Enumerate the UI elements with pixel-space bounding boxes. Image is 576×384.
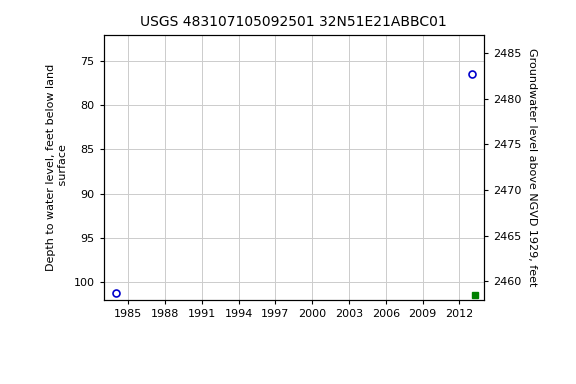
Y-axis label: Depth to water level, feet below land
 surface: Depth to water level, feet below land su… [47, 63, 68, 271]
Title: USGS 483107105092501 32N51E21ABBC01: USGS 483107105092501 32N51E21ABBC01 [141, 15, 447, 29]
Y-axis label: Groundwater level above NGVD 1929, feet: Groundwater level above NGVD 1929, feet [527, 48, 537, 286]
